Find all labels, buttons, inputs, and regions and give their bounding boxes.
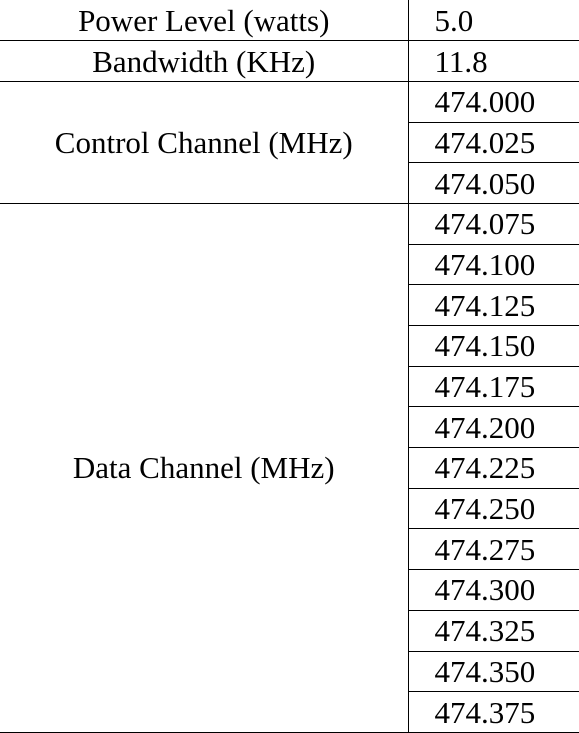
bandwidth-label: Bandwidth (KHz) <box>0 40 409 82</box>
data-channel-value: 474.250 <box>407 487 579 530</box>
table-row-data: 474.250 <box>0 487 579 530</box>
bandwidth-value: 11.8 <box>407 40 579 82</box>
table-row-data: 474.175 <box>0 365 579 408</box>
table-row-data: 474.225 <box>0 447 579 489</box>
table-row-data: 474.100 <box>0 243 579 286</box>
table-row-control-1: Control Channel (MHz) 474.000 <box>0 80 579 204</box>
data-channel-label: Data Channel (MHz) <box>0 202 409 733</box>
data-channel-value: 474.375 <box>407 691 579 733</box>
table-row-data: 474.325 <box>0 609 579 652</box>
table-row-power: Power Level (watts) 5.0 <box>0 0 579 42</box>
data-channel-value: 474.225 <box>407 447 579 489</box>
control-channel-value: 474.050 <box>407 162 579 204</box>
control-channel-value: 474.025 <box>407 121 579 164</box>
table-row-control-2: 474.025 <box>0 121 579 164</box>
data-channel-value: 474.300 <box>407 569 579 611</box>
power-level-label: Power Level (watts) <box>0 0 409 42</box>
table-row-control-3: 474.050 <box>0 162 579 204</box>
control-channel-value: 474.000 <box>407 80 579 123</box>
data-channel-value: 474.325 <box>407 609 579 652</box>
data-channel-value: 474.275 <box>407 528 579 571</box>
data-channel-value: 474.200 <box>407 406 579 449</box>
power-level-value: 5.0 <box>407 0 579 42</box>
data-channel-value: 474.350 <box>407 650 579 693</box>
data-channel-value: 474.075 <box>407 202 579 245</box>
table-row-bandwidth: Bandwidth (KHz) 11.8 <box>0 40 579 82</box>
table-row-data: 474.375 <box>0 691 579 733</box>
control-channel-label: Control Channel (MHz) <box>0 80 409 204</box>
table-row-data: 474.300 <box>0 569 579 611</box>
data-channel-value: 474.100 <box>407 243 579 286</box>
data-channel-value: 474.125 <box>407 284 579 326</box>
data-channel-value: 474.150 <box>407 325 579 367</box>
table-row-data: 474.275 <box>0 528 579 571</box>
table-row-data-1: Data Channel (MHz) 474.075 <box>0 202 579 733</box>
data-channel-value: 474.175 <box>407 365 579 408</box>
